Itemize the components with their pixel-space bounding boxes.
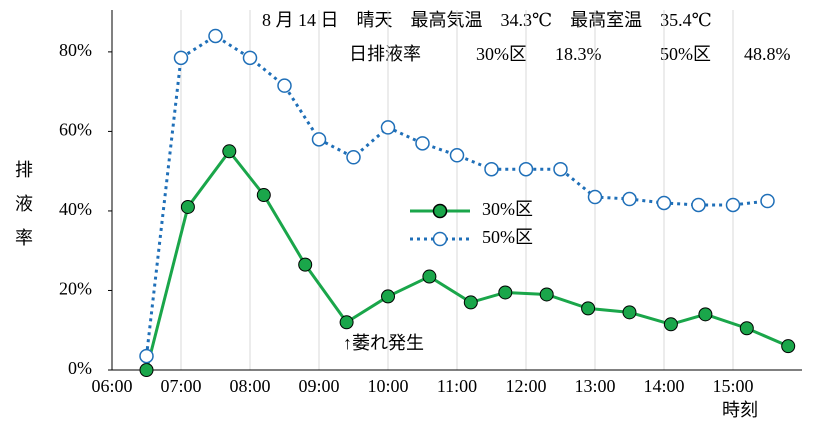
- data-point: [380, 120, 396, 135]
- data-point: [484, 161, 499, 177]
- legend-label: 50%区: [482, 227, 533, 247]
- data-point: [463, 295, 478, 310]
- y-axis-label: 排: [15, 160, 33, 180]
- x-tick-label: 11:00: [437, 376, 477, 396]
- data-point: [663, 317, 678, 332]
- legend-marker: [432, 231, 448, 247]
- x-tick-label: 15:00: [712, 376, 753, 396]
- y-tick-label: 20%: [59, 279, 92, 299]
- annotation: ↑萎れ発生: [343, 333, 424, 353]
- data-point: [760, 193, 775, 209]
- x-tick-label: 14:00: [643, 376, 684, 396]
- x-axis-label: 時刻: [722, 400, 758, 420]
- data-point: [298, 257, 313, 272]
- series-line: [145, 148, 789, 371]
- header-item: 48.8%: [744, 44, 791, 64]
- data-point: [622, 191, 637, 207]
- y-tick-label: 40%: [59, 199, 92, 219]
- x-tick-label: 12:00: [505, 376, 546, 396]
- x-tick-label: 06:00: [91, 376, 132, 396]
- data-point: [781, 339, 796, 354]
- x-tick-label: 09:00: [298, 376, 339, 396]
- legend-marker: [432, 203, 448, 219]
- data-point: [539, 287, 554, 302]
- legend-label: 30%区: [482, 199, 533, 219]
- x-tick-label: 13:00: [574, 376, 615, 396]
- data-point: [139, 363, 154, 377]
- header-item: 30%区: [476, 44, 527, 64]
- header-item: 18.3%: [555, 44, 602, 64]
- data-point: [691, 197, 706, 213]
- data-point: [208, 28, 223, 44]
- x-tick-label: 10:00: [367, 376, 408, 396]
- data-point: [311, 132, 327, 147]
- y-tick-label: 60%: [59, 120, 92, 140]
- y-tick-label: 0%: [68, 358, 92, 378]
- x-tick-label: 08:00: [229, 376, 270, 396]
- data-point: [242, 50, 258, 66]
- data-point: [518, 161, 534, 177]
- data-point: [173, 50, 189, 66]
- data-point: [256, 188, 271, 203]
- y-axis-label: 率: [15, 228, 33, 248]
- header-item: 日排液率: [349, 44, 421, 64]
- data-point: [339, 315, 354, 330]
- header-item: 50%区: [660, 44, 711, 64]
- y-axis-label: 液: [15, 194, 33, 214]
- x-tick-label: 07:00: [160, 376, 201, 396]
- data-point: [415, 136, 430, 151]
- data-point: [725, 197, 741, 213]
- data-point: [222, 144, 237, 159]
- data-point: [587, 189, 603, 205]
- y-tick-label: 80%: [59, 40, 92, 60]
- data-point: [553, 161, 568, 177]
- data-point: [739, 321, 754, 336]
- data-point: [180, 199, 195, 214]
- header-line: 8 月 14 日 晴天 最高気温 34.3℃ 最高室温 35.4℃: [262, 10, 712, 30]
- data-point: [422, 269, 437, 284]
- data-point: [581, 301, 596, 316]
- data-point: [498, 285, 513, 300]
- data-point: [622, 305, 637, 320]
- data-point: [346, 150, 361, 165]
- data-point: [381, 289, 395, 304]
- data-point: [656, 195, 672, 211]
- data-point: [698, 307, 713, 322]
- data-point: [277, 78, 292, 93]
- data-point: [139, 348, 154, 364]
- data-point: [449, 148, 465, 163]
